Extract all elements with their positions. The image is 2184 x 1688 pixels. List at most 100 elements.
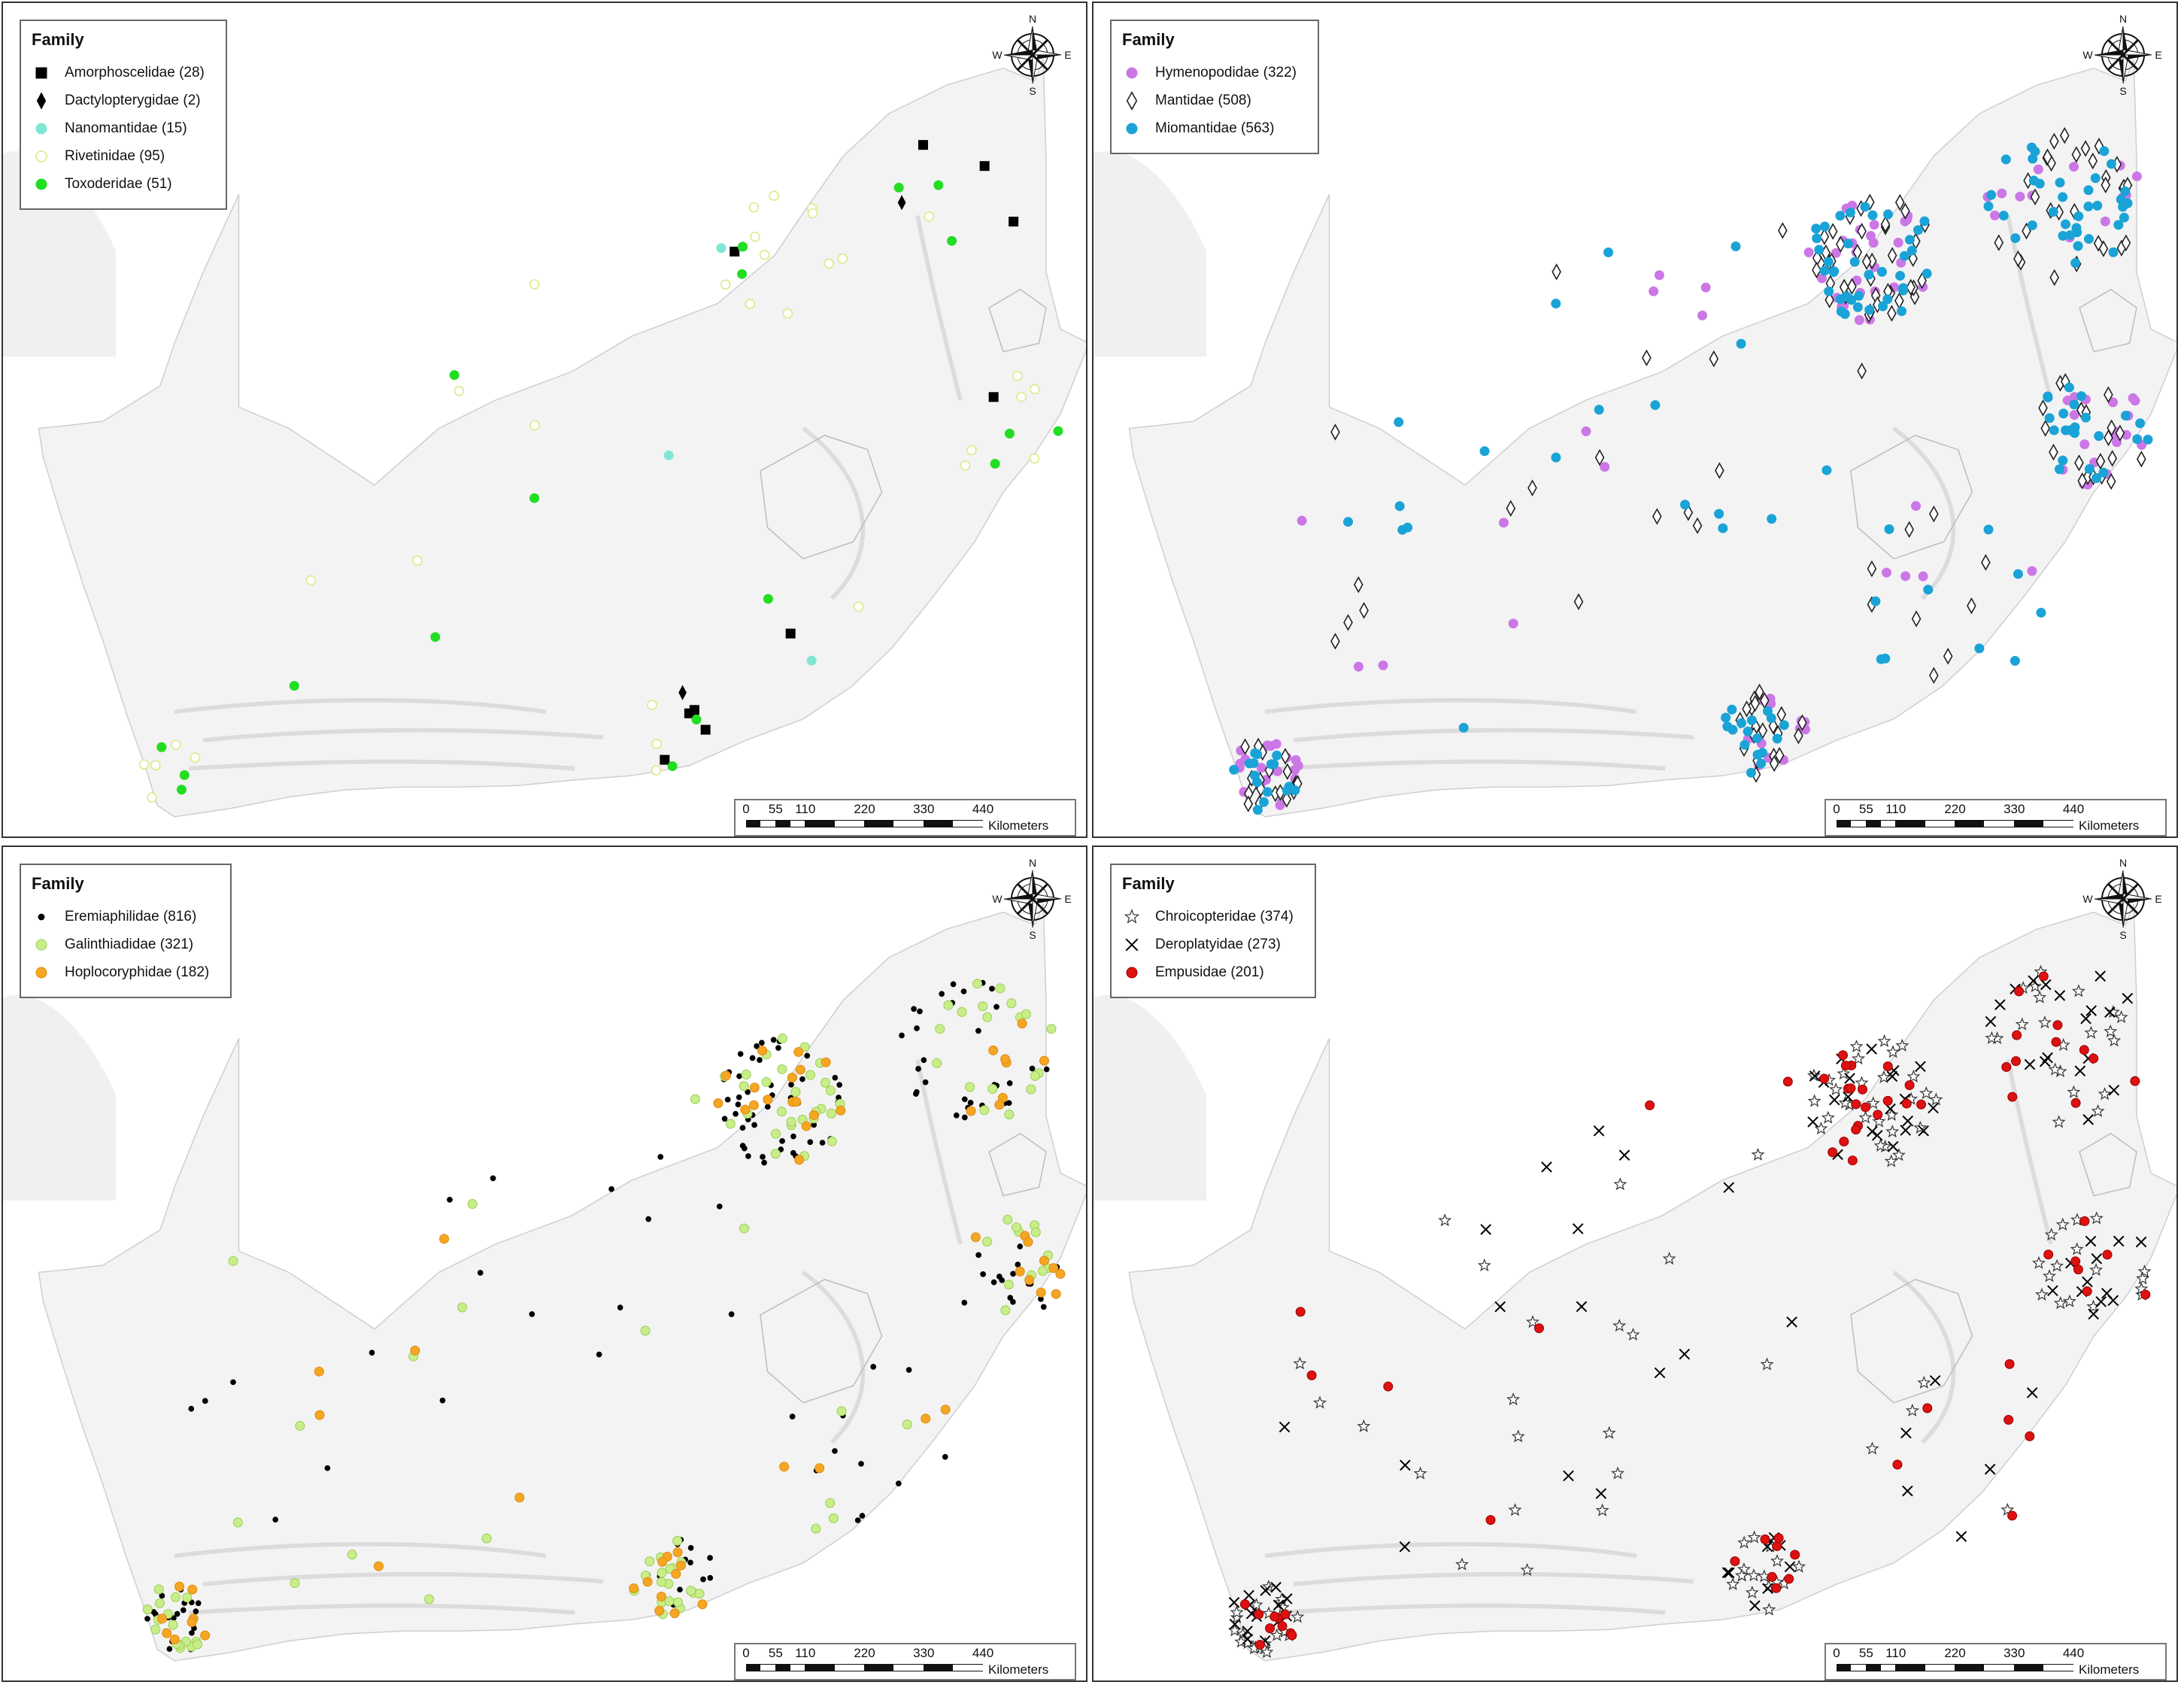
occurrence-point (2106, 159, 2116, 169)
occurrence-point (1413, 1466, 1427, 1480)
occurrence-point (893, 182, 904, 193)
occurrence-point (290, 1577, 300, 1588)
occurrence-point (157, 1614, 168, 1624)
occurrence-point (2091, 1253, 2103, 1264)
occurrence-point (911, 1006, 917, 1012)
occurrence-point (2115, 424, 2125, 442)
occurrence-point (1873, 1110, 1883, 1120)
occurrence-point (678, 685, 687, 700)
scale-tick-label: 440 (972, 1646, 994, 1660)
occurrence-point (1030, 1227, 1041, 1237)
occurrence-point (961, 1096, 968, 1103)
occurrence-point (770, 1037, 777, 1043)
occurrence-point (2037, 1016, 2052, 1029)
occurrence-point (1271, 739, 1282, 749)
occurrence-point (1943, 648, 1953, 665)
occurrence-point (529, 493, 540, 503)
occurrence-point (2024, 1058, 2036, 1070)
occurrence-point (943, 1000, 954, 1010)
occurrence-point (1864, 269, 1874, 280)
occurrence-point (1868, 238, 1879, 248)
lesotho-border (1850, 435, 1973, 560)
eswatini-border (2079, 288, 2137, 353)
occurrence-point (1680, 499, 1691, 510)
occurrence-point (1023, 1237, 1033, 1247)
occurrence-point (2015, 1017, 2029, 1031)
occurrence-point (689, 705, 699, 715)
occurrence-point (153, 1584, 164, 1595)
occurrence-point (775, 1045, 781, 1051)
occurrence-point (1727, 704, 1737, 715)
occurrence-point (1892, 1459, 1903, 1470)
occurrence-point (801, 1121, 811, 1131)
occurrence-point (166, 1646, 173, 1652)
occurrence-point (1929, 505, 1939, 523)
compass-label-w: W (2082, 893, 2093, 905)
occurrence-point (2073, 241, 2083, 251)
occurrence-point (2095, 1296, 2107, 1307)
occurrence-point (1279, 1421, 1291, 1433)
occurrence-point (1313, 1395, 1327, 1409)
scale-units: Kilometers (988, 1662, 1049, 1677)
occurrence-point (1807, 1094, 1822, 1107)
occurrence-point (795, 1064, 805, 1075)
occurrence-point (1876, 1070, 1891, 1084)
occurrence-point (2000, 154, 2011, 165)
occurrence-point (2098, 467, 2109, 478)
occurrence-point (1654, 1367, 1666, 1379)
occurrence-point (1844, 1073, 1855, 1084)
occurrence-point (1900, 202, 1910, 220)
occurrence-point (147, 792, 157, 803)
occurrence-point (1282, 763, 1293, 780)
scale-tick-label: 330 (2004, 1646, 2025, 1660)
legend-label: Miomantidae (563) (1155, 120, 1275, 136)
occurrence-point (1731, 241, 1741, 252)
occurrence-point (1037, 1266, 1048, 1277)
scale-segment (1880, 1665, 1896, 1671)
occurrence-point (742, 1145, 748, 1152)
legend-item: Mantidae (508) (1122, 87, 1297, 114)
occurrence-point (1552, 263, 1561, 281)
occurrence-point (2051, 1037, 2061, 1047)
occurrence-point (960, 460, 971, 471)
occurrence-point (1762, 1602, 1776, 1616)
occurrence-point (1762, 706, 1773, 716)
occurrence-point (1010, 1271, 1016, 1277)
occurrence-point (2080, 140, 2091, 157)
occurrence-point (1477, 1258, 1491, 1272)
occurrence-point (739, 1125, 746, 1131)
occurrence-point (961, 1299, 968, 1306)
occurrence-point (1573, 593, 1584, 611)
occurrence-point (1230, 1611, 1244, 1624)
occurrence-point (778, 1146, 784, 1152)
occurrence-point (2058, 192, 2068, 202)
occurrence-point (819, 1140, 826, 1146)
occurrence-point (1293, 1356, 1307, 1370)
relief-ridge (1293, 727, 1694, 742)
relief-ridge (1279, 759, 1666, 771)
occurrence-point (989, 985, 995, 992)
occurrence-point (749, 1082, 760, 1093)
occurrence-point (1782, 1076, 1793, 1087)
occurrence-point (2065, 230, 2076, 241)
occurrence-point (1923, 584, 1934, 595)
occurrence-point (1721, 712, 1731, 723)
scale-segment (923, 821, 954, 827)
occurrence-point (779, 1137, 785, 1144)
occurrence-point (1871, 1130, 1883, 1141)
occurrence-point (836, 1105, 846, 1116)
occurrence-point (1994, 234, 2004, 251)
occurrence-point (1784, 1561, 1796, 1573)
occurrence-point (2100, 216, 2110, 226)
scale-tick-label: 440 (972, 802, 994, 816)
compass-label-e: E (2155, 49, 2161, 61)
occurrence-point (1290, 764, 1300, 775)
occurrence-point (1721, 1567, 1734, 1578)
occurrence-point (1784, 1574, 1794, 1584)
occurrence-point (1572, 1223, 1584, 1234)
occurrence-point (1256, 763, 1266, 773)
circle-marker-icon (35, 123, 47, 134)
occurrence-point (1922, 1403, 1933, 1413)
occurrence-point (481, 1533, 492, 1544)
occurrence-point (1740, 739, 1750, 750)
